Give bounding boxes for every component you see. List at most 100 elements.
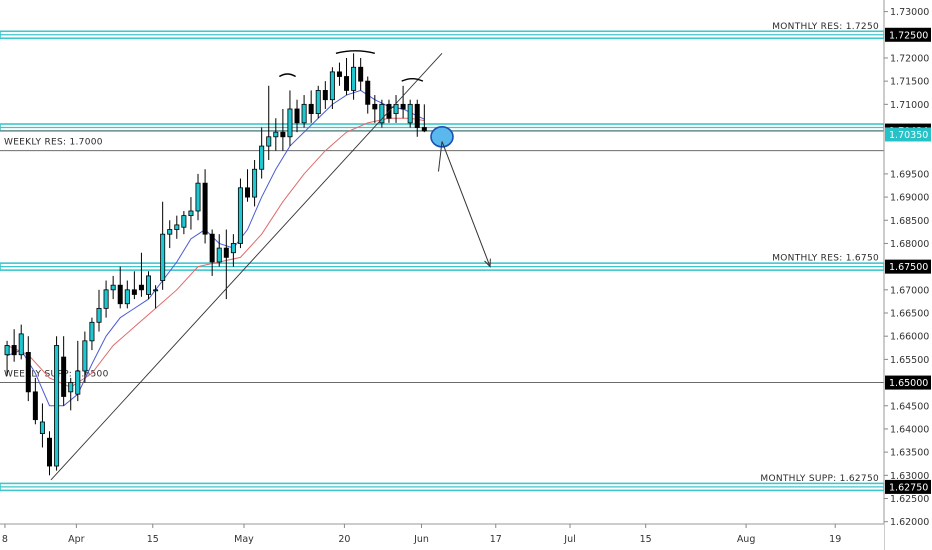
candle-body xyxy=(400,103,406,110)
price-tag-label: 1.67500 xyxy=(889,262,928,273)
pattern-arc xyxy=(401,77,424,82)
level-label: MONTHLY RES: 1.6750 xyxy=(772,254,879,264)
y-tick-label: 1.62500 xyxy=(890,494,929,505)
candle-body xyxy=(414,103,420,128)
candle-body xyxy=(131,289,137,295)
candle-body xyxy=(372,103,378,110)
candle-down xyxy=(131,271,137,300)
candle-body xyxy=(4,345,10,356)
candle-up xyxy=(54,336,60,471)
x-tick-label: 19 xyxy=(829,534,841,545)
candle-body xyxy=(11,345,17,356)
price-tag-label: 1.62750 xyxy=(889,482,928,493)
candle-body xyxy=(181,215,187,228)
y-tick-label: 1.72000 xyxy=(890,53,929,64)
candle-up xyxy=(124,280,130,309)
candle-body xyxy=(358,66,364,82)
candle-down xyxy=(336,62,342,86)
candle-up xyxy=(407,99,413,128)
y-tick-label: 1.69500 xyxy=(890,169,929,180)
candle-body xyxy=(202,182,208,235)
candle-down xyxy=(322,81,328,109)
candle-up xyxy=(259,127,265,179)
candle-body xyxy=(315,90,321,115)
candle-up xyxy=(315,85,321,119)
candle-up xyxy=(174,215,180,239)
candle-down xyxy=(202,169,208,244)
candle-up xyxy=(181,210,187,235)
y-tick-label: 1.64000 xyxy=(890,424,929,435)
candle-body xyxy=(146,275,152,295)
x-tick-label: 8 xyxy=(2,534,8,545)
candle-up xyxy=(96,289,102,332)
arrow-head xyxy=(484,258,491,268)
y-tick-label: 1.69000 xyxy=(890,193,929,204)
x-tick-label: 15 xyxy=(147,534,159,545)
candle-body xyxy=(89,321,95,342)
candle-body xyxy=(75,370,81,395)
candle-body xyxy=(18,333,24,356)
candle-body xyxy=(47,437,53,467)
price-tag-bg xyxy=(885,375,931,390)
x-tick-label: 15 xyxy=(640,534,652,545)
candle-down xyxy=(32,377,38,425)
candle-up xyxy=(160,201,166,290)
time-axis: 8 Apr 15 May 20 Jun 17 Jul 15 Aug 19 xyxy=(0,523,884,550)
trendline xyxy=(50,53,443,481)
candle-body xyxy=(117,284,123,305)
candle-up xyxy=(4,340,10,376)
price-tag-label: 1.65000 xyxy=(889,378,928,389)
y-tick-label: 1.67000 xyxy=(890,285,929,296)
candle-down xyxy=(138,252,144,297)
candle-down xyxy=(344,57,350,96)
candle-body xyxy=(223,247,229,258)
y-tick-label: 1.71000 xyxy=(890,100,929,111)
candle-body xyxy=(259,145,265,170)
candle-down xyxy=(11,329,17,362)
candle-body xyxy=(365,80,371,105)
candle-up xyxy=(287,90,293,147)
y-tick-label: 1.66000 xyxy=(890,332,929,343)
candle-up xyxy=(167,220,173,249)
candle-down xyxy=(61,336,67,406)
candle-down xyxy=(280,108,286,151)
candle-down xyxy=(245,169,251,202)
candle-up xyxy=(110,275,116,300)
x-tick-label: Jun xyxy=(413,534,429,545)
price-axis: 1.62000 1.62500 1.63000 1.63500 1.64000 1.645… xyxy=(883,0,932,550)
candle-up xyxy=(195,173,201,221)
price-tag-bg xyxy=(885,27,931,42)
candle-body xyxy=(110,284,116,291)
candle-body xyxy=(393,103,399,115)
candle-body xyxy=(407,103,413,124)
candle-up xyxy=(39,403,45,448)
candle-body xyxy=(54,345,60,467)
candle-body xyxy=(68,382,74,393)
candle-body xyxy=(379,103,385,124)
candle-body xyxy=(124,289,130,305)
candle-body xyxy=(266,136,272,147)
candle-down xyxy=(25,336,31,402)
price-tag-bg xyxy=(885,259,931,274)
candle-body xyxy=(32,391,38,421)
candle-up xyxy=(301,95,307,128)
x-tick-label: Apr xyxy=(68,534,85,545)
price-tag-label: 1.72500 xyxy=(889,30,928,41)
candle-body xyxy=(287,108,293,138)
candle-down xyxy=(209,229,215,276)
candle-body xyxy=(237,187,243,244)
candle-up xyxy=(103,280,109,318)
y-tick-label: 1.73000 xyxy=(890,7,929,18)
level-label: WEEKLY RES: 1.7000 xyxy=(4,138,103,148)
candle-body xyxy=(153,289,159,292)
candle-down xyxy=(372,95,378,123)
candle-body xyxy=(216,247,222,263)
candle-body xyxy=(96,307,102,323)
candle-down xyxy=(47,431,53,476)
level-label: MONTHLY RES: 1.7250 xyxy=(772,22,879,32)
candle-body xyxy=(273,131,279,138)
candle-body xyxy=(82,340,88,372)
candle-body xyxy=(294,108,300,124)
candle-body xyxy=(421,127,427,132)
